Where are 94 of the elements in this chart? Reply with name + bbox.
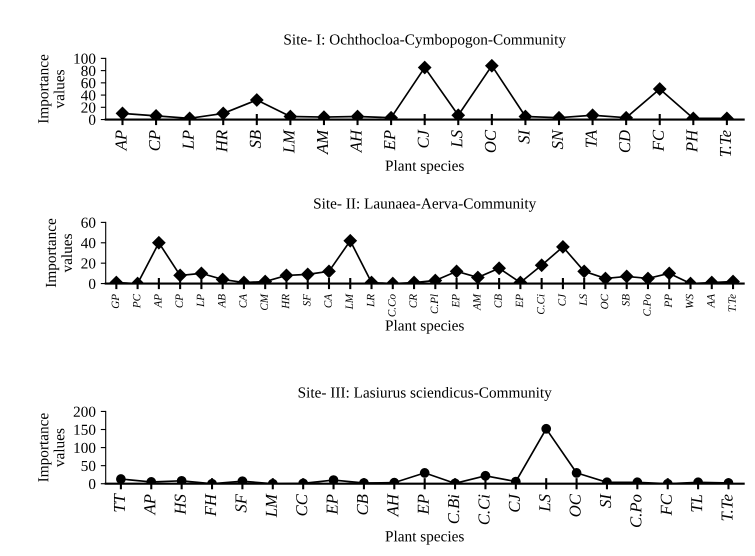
x-tick-label: T.Te [728,294,736,312]
x-tick-label: FC [652,130,664,152]
x-tick-label: T.Te [720,130,732,156]
y-tick-label: 80 [81,66,96,76]
y-axis-title: Importance values [46,218,72,288]
x-tick-label: CJ [508,493,520,512]
x-tick-label: FH [205,493,216,516]
x-tick-label: TL [691,494,702,512]
x-tick-label: SI [518,129,530,144]
x-tick-label: TA [586,130,597,148]
y-tick-label: 40 [81,238,96,248]
x-tick-label: EP [418,494,429,515]
y-tick-label: 20 [81,102,96,113]
y-tick-label: 20 [81,258,96,269]
x-tick-label: C.Pl [430,294,438,314]
x-tick-label: C.Ci [536,294,544,314]
x-tick-label: AP [144,494,156,516]
x-axis-title: Plant species [385,320,464,334]
x-tick-label: EP [326,494,338,515]
x-tick-label: CJ [558,294,566,306]
x-tick-label: HR [216,130,228,152]
x-tick-label: CJ [418,129,429,148]
y-tick-label: 150 [74,424,96,435]
x-tick-label: C.Po [643,294,651,316]
x-tick-label: GP [112,294,120,308]
x-tick-label: SF [235,494,247,512]
x-tick-label: CA [324,294,332,308]
chart-title: Site- III: Lasiurus sciendicus-Community [298,386,552,401]
y-tick-label: 0 [88,114,96,125]
x-tick-label: T.Te [722,494,733,520]
x-tick-label: OC [484,130,496,152]
x-tick-label: LR [366,294,374,308]
chart-title: Site- II: Launaea-Aerva-Community [314,198,536,212]
y-tick-label: 0 [88,478,96,490]
x-tick-label: CP [175,294,183,308]
x-tick-label: SN [552,129,564,150]
x-tick-label: CR [409,294,417,308]
y-axis-title: Importance values [38,54,64,124]
y-tick-label: 60 [81,218,96,228]
x-tick-label: EP [384,130,396,151]
x-tick-label: SI [600,493,612,508]
x-tick-label: PC [132,294,140,308]
x-tick-label: LP [182,130,194,150]
x-tick-label: LM [346,293,353,310]
chart-title: Site- I: Ochthocloa-Cymbopogon-Community [284,34,566,48]
y-tick-label: 0 [88,278,96,290]
x-tick-label: HS [174,494,186,515]
x-tick-label: AM [473,293,481,311]
x-tick-label: CA [239,294,247,308]
x-tick-label: AP [154,294,162,308]
x-tick-label: FC [660,494,672,516]
x-tick-label: CD [619,130,630,152]
x-tick-label: SB [622,294,630,306]
x-tick-label: C.Po [630,494,642,528]
x-tick-label: AH [387,493,398,518]
x-tick-label: PP [664,294,672,308]
x-tick-label: CP [149,130,160,150]
y-axis-title: Importance values [38,413,64,482]
x-tick-label: CM [260,293,268,310]
x-tick-label: TT [114,493,125,512]
x-axis-title: Plant species [385,160,464,174]
y-tick-label: 200 [74,406,96,417]
x-tick-label: OC [570,494,581,516]
x-tick-label: EP [516,294,524,308]
x-tick-label: HR [282,294,290,309]
x-tick-label: AB [218,294,226,308]
x-tick-label: CB [494,294,502,308]
x-tick-label: C.Ci [478,494,490,524]
y-tick-label: 100 [74,54,96,64]
x-tick-label: LS [539,494,550,512]
x-tick-label: AA [707,294,714,308]
x-tick-label: LS [579,294,587,306]
x-tick-label: OC [600,294,608,309]
x-tick-label: C.Co [388,294,396,317]
x-tick-label: LM [266,493,277,518]
y-tick-label: 50 [82,460,96,472]
y-tick-label: 100 [74,442,96,454]
x-tick-label: CC [296,494,308,516]
x-tick-label: SF [303,294,311,306]
y-tick-label: 60 [81,78,96,88]
x-tick-label: LS [451,130,462,148]
x-tick-label: LM [283,129,294,154]
y-tick-label: 40 [81,90,96,101]
x-tick-label: LP [196,294,204,308]
x-tick-label: CB [356,494,368,515]
x-tick-label: AP [115,130,126,152]
x-tick-label: PH [686,129,698,152]
x-tick-label: C.Bi [448,494,460,524]
x-tick-label: AH [350,129,362,154]
x-tick-label: EP [452,294,460,308]
x-axis-title: Plant species [385,530,464,545]
x-tick-label: WS [686,294,694,308]
x-tick-label: SB [250,130,261,148]
x-tick-label: AM [316,129,328,155]
